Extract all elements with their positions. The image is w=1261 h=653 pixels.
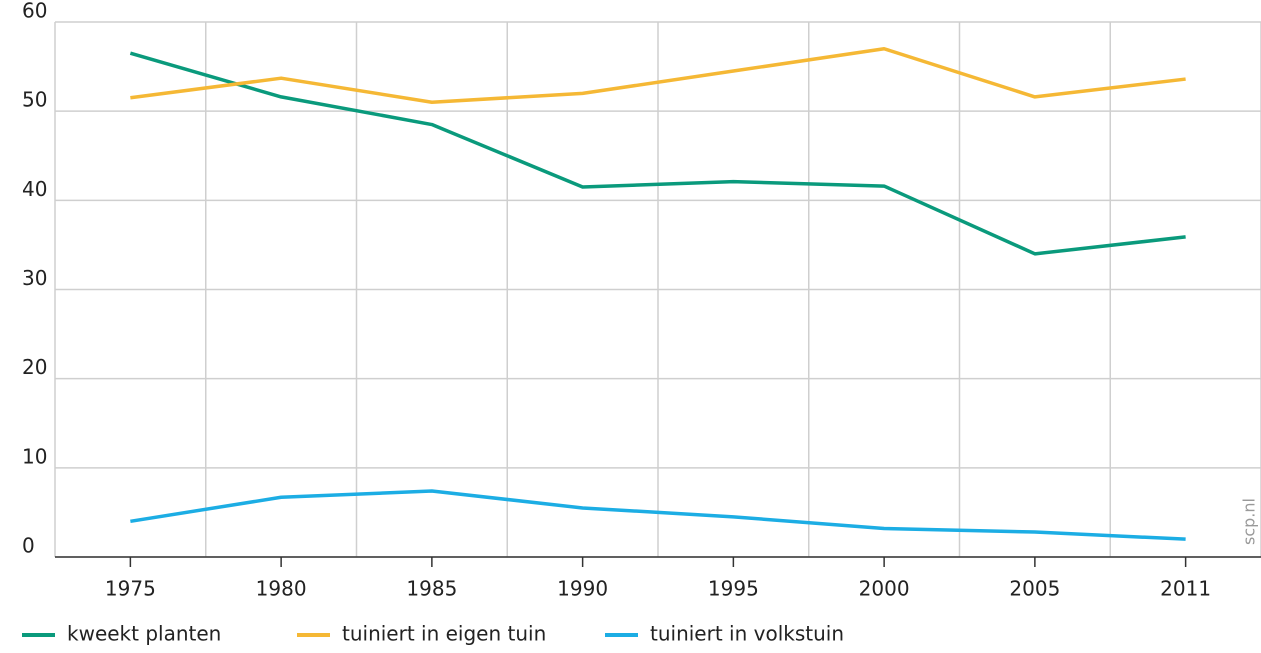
y-tick-label: 60 [22, 0, 47, 23]
x-tick-label: 1975 [105, 577, 156, 601]
y-tick-label: 30 [22, 266, 47, 290]
x-tick-label: 1980 [256, 577, 307, 601]
y-tick-label: 10 [22, 444, 47, 468]
x-tick-label: 1995 [708, 577, 759, 601]
y-tick-label: 0 [22, 534, 35, 558]
legend-label: kweekt planten [67, 622, 221, 646]
x-tick-label: 1985 [406, 577, 457, 601]
y-tick-label: 50 [22, 88, 47, 112]
x-tick-label: 2000 [859, 577, 910, 601]
legend-label: tuiniert in volkstuin [650, 622, 844, 646]
x-tick-label: 2005 [1009, 577, 1060, 601]
series-line [129, 51, 1186, 256]
y-tick-label: 40 [22, 177, 47, 201]
legend-label: tuiniert in eigen tuin [342, 622, 546, 646]
y-tick-label: 20 [22, 355, 47, 379]
x-tick-label: 1990 [557, 577, 608, 601]
x-tick-label: 2011 [1160, 577, 1211, 601]
series-line [130, 47, 1186, 104]
series-line [130, 489, 1186, 541]
source-label: scp.nl [1240, 498, 1259, 545]
